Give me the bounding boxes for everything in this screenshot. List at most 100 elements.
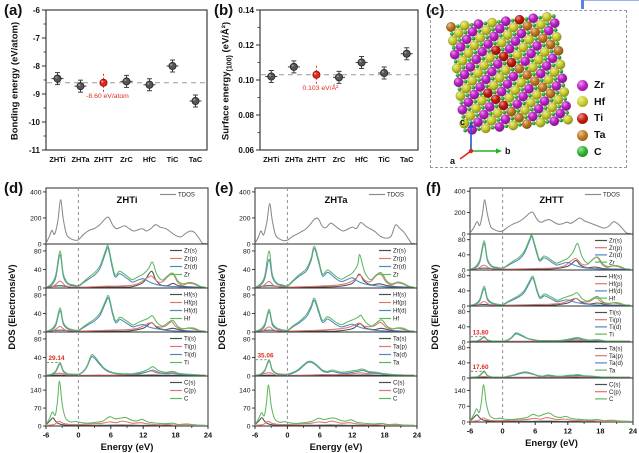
dos-title: ZHTT	[539, 195, 563, 206]
atom-Hf	[504, 93, 515, 103]
atom-C	[540, 29, 544, 34]
data-point-ZHTi	[51, 72, 64, 86]
x-axis-label: Energy (eV)	[310, 442, 363, 452]
y-tick-label: 80	[34, 336, 42, 343]
legend-label: Hf	[594, 95, 606, 108]
legend-label: Zr(p)	[184, 256, 197, 263]
atom-C	[504, 75, 509, 80]
atom-C	[498, 82, 503, 87]
panel-border-TDOS	[45, 187, 209, 245]
atom-Hf	[463, 48, 474, 59]
atom-Zr	[555, 108, 566, 119]
series-C(s)	[45, 417, 206, 426]
legend-label: Zr	[184, 272, 190, 279]
atom-C	[555, 41, 560, 46]
atom-C	[526, 80, 530, 84]
atom-C	[520, 38, 525, 43]
y-tick-label: -11	[29, 146, 41, 155]
x-category-label: ZHTa	[285, 155, 304, 164]
legend-label: Ta(p)	[393, 344, 407, 351]
legend-label: Ti(p)	[184, 344, 196, 351]
atom-Zr	[543, 25, 554, 36]
atom-Ta	[522, 70, 532, 80]
data-point-ZHTa	[74, 79, 87, 93]
atom-C	[492, 90, 497, 95]
atom-Zr	[524, 83, 534, 94]
crystal-structure-image: c b a	[446, 12, 573, 165]
series-Ti	[469, 332, 631, 342]
atom-C	[497, 20, 501, 24]
y-tick-label: 80	[243, 248, 251, 255]
y-tick-label: 40	[458, 360, 466, 367]
atom-C	[553, 77, 558, 81]
x-category-label: ZHTa	[72, 155, 91, 164]
x-category-label: HfC	[355, 155, 369, 164]
point-specular	[291, 64, 294, 67]
atom-C	[555, 90, 560, 95]
x-tick-label: 6	[318, 431, 322, 440]
y-tick-label: 80	[243, 292, 251, 299]
atom-C	[522, 52, 527, 57]
series-Ta	[254, 359, 415, 376]
y-tick-label: 70	[34, 405, 42, 412]
atom-C	[510, 18, 515, 23]
atom-Zr	[541, 61, 552, 71]
legend-label: Ta	[393, 360, 400, 367]
atom-C	[514, 95, 519, 100]
y-tick-label: 40	[34, 267, 42, 274]
atom-Zr	[535, 68, 546, 79]
point-specular	[314, 72, 317, 75]
atom-C	[489, 62, 493, 67]
series-Zr	[254, 245, 415, 288]
series-Zr(p)	[45, 273, 206, 288]
atom-C	[541, 92, 546, 97]
atom-Hf	[473, 68, 484, 78]
y-tick-label: 80	[458, 309, 466, 316]
atom-Hf	[453, 28, 464, 39]
legend-label: Ta(s)	[609, 346, 623, 353]
atom-C	[479, 42, 484, 47]
atom-Ta	[537, 82, 548, 93]
atom-C	[471, 36, 476, 41]
atom-Zr	[520, 56, 531, 67]
legend-label: Ti(s)	[609, 310, 621, 317]
x-category-label: ZrC	[120, 155, 133, 164]
atom-C	[455, 73, 460, 78]
atom-Zr	[495, 24, 505, 34]
atom-C	[451, 45, 456, 50]
atom-C	[557, 55, 562, 60]
text-cursor-mark	[581, 0, 584, 9]
atom-C	[559, 118, 564, 123]
y-tick-label: 40	[243, 311, 251, 318]
atom-Zr	[496, 86, 507, 97]
atom-C	[500, 96, 505, 101]
atom-Zr	[532, 41, 542, 51]
y-axis-title-main: Surface energy	[220, 71, 232, 141]
legend-label: Ti	[609, 331, 614, 338]
legend-label: Hf(d)	[609, 288, 623, 295]
c-color-dot	[577, 146, 588, 158]
legend-label: C(s)	[609, 382, 621, 389]
atom-Hf	[481, 25, 492, 36]
axes-origin	[468, 148, 474, 154]
series-C	[469, 384, 631, 422]
y-tick-label: 0.06	[238, 146, 254, 155]
atom-C	[563, 97, 568, 101]
y-tick-label: 0	[38, 373, 42, 380]
legend-label: Hf(s)	[393, 292, 406, 299]
y-tick-label: 0.14	[238, 6, 254, 15]
atom-Zr	[502, 79, 513, 89]
atom-Hf	[465, 111, 476, 121]
atom-C	[545, 119, 550, 124]
legend-label: C(p)	[609, 389, 621, 396]
legend-label: Ta	[609, 367, 616, 374]
legend-label: Zr(s)	[393, 248, 406, 255]
legend-label: Ti	[184, 360, 189, 367]
data-point-TiC	[166, 59, 179, 73]
atom-C	[485, 84, 489, 89]
atom-C	[463, 128, 468, 133]
atom-C	[518, 73, 523, 78]
panel-border-TDOS	[254, 187, 418, 245]
atom-Hf	[486, 115, 497, 126]
atom-Zr	[516, 28, 527, 39]
